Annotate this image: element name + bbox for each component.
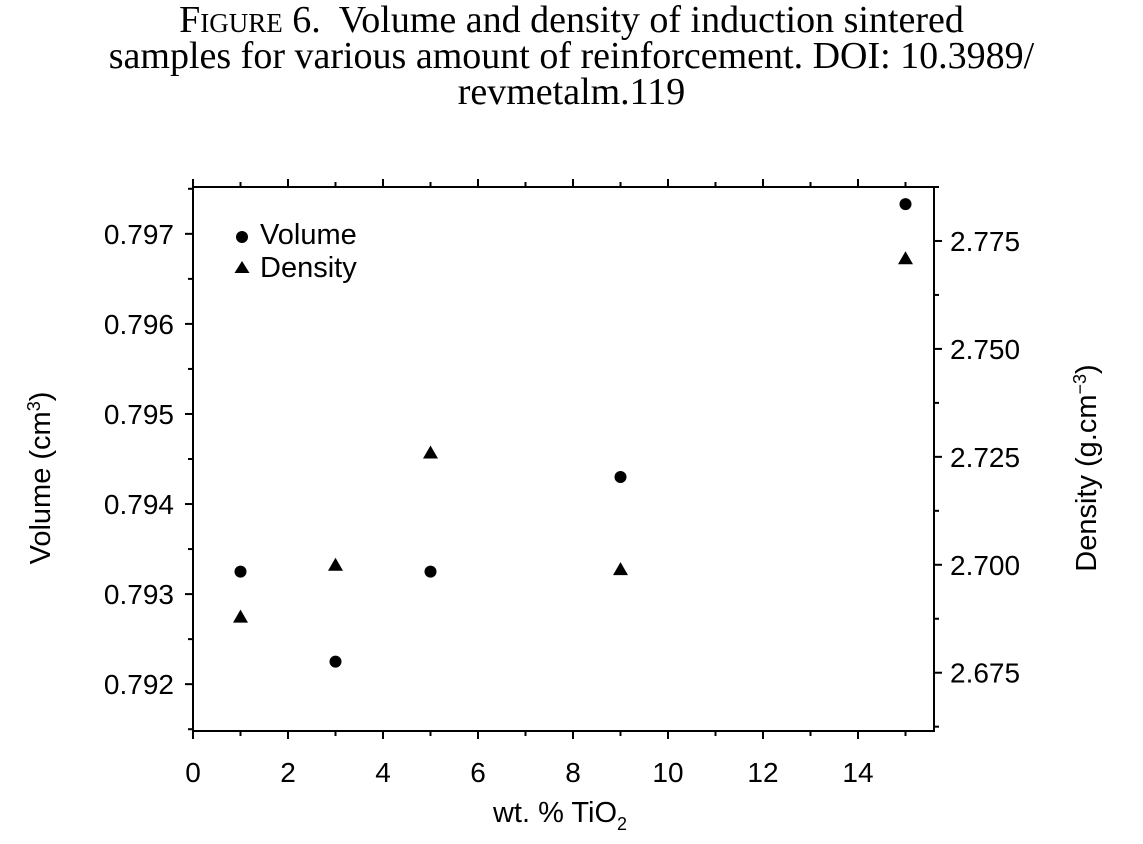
figure-caption: Figure 6. Volume and density of induction… xyxy=(0,0,1143,113)
left-y-tick-label: 0.793 xyxy=(104,579,174,610)
caption-line-1: Figure 6. Volume and density of induction… xyxy=(0,0,1143,41)
left-y-axis-ticks: 0.792 0.793 0.794 0.795 0.796 0.797 xyxy=(104,187,193,731)
volume-point xyxy=(424,565,437,578)
figure-label: Figure 6. xyxy=(179,0,321,41)
volume-point xyxy=(329,655,342,668)
density-point xyxy=(423,445,438,459)
right-y-tick-label: 2.700 xyxy=(950,550,1020,581)
volume-point xyxy=(899,198,912,211)
density-point xyxy=(233,609,248,623)
density-point xyxy=(613,562,628,576)
x-tick-label: 6 xyxy=(470,757,486,788)
legend-volume-label: Volume xyxy=(260,219,357,251)
x-axis-ticks: 0 2 4 6 8 10 12 14 xyxy=(185,179,907,788)
right-y-tick-label: 2.725 xyxy=(950,442,1020,473)
right-y-axis-title: Density (g.cm−3) xyxy=(1070,364,1103,571)
left-y-tick-label: 0.792 xyxy=(104,669,174,700)
left-y-axis-title: Volume (cm3) xyxy=(24,392,57,565)
caption-line-3: revmetalm.119 xyxy=(457,71,686,113)
x-tick-label: 4 xyxy=(375,757,391,788)
x-tick-label: 2 xyxy=(280,757,296,788)
legend-density-label: Density xyxy=(260,252,357,284)
left-y-tick-label: 0.796 xyxy=(104,309,174,340)
left-y-tick-label: 0.797 xyxy=(104,219,174,250)
x-tick-label: 14 xyxy=(842,757,873,788)
caption-line-2: samples for various amount of reinforcem… xyxy=(108,35,1035,77)
right-y-tick-label: 2.750 xyxy=(950,334,1020,365)
x-tick-label: 8 xyxy=(565,757,581,788)
x-tick-label: 10 xyxy=(652,757,683,788)
right-y-tick-label: 2.775 xyxy=(950,226,1020,257)
volume-point xyxy=(614,471,627,484)
x-tick-label: 12 xyxy=(747,757,778,788)
density-point xyxy=(898,251,913,265)
right-y-axis-ticks: 2.675 2.700 2.725 2.750 2.775 xyxy=(934,186,1020,728)
data-markers xyxy=(233,198,913,668)
left-y-tick-label: 0.795 xyxy=(104,399,174,430)
x-tick-label: 0 xyxy=(185,757,201,788)
legend: Volume Density xyxy=(234,219,357,284)
legend-volume-marker xyxy=(236,231,248,243)
legend-density-marker xyxy=(234,261,250,273)
right-y-tick-label: 2.675 xyxy=(950,658,1020,689)
left-y-tick-label: 0.794 xyxy=(104,489,174,520)
x-axis-title: wt. % TiO2 xyxy=(492,797,627,834)
caption-text-1: Volume and density of induction sintered xyxy=(338,0,964,41)
density-point xyxy=(328,557,343,571)
volume-point xyxy=(234,565,247,578)
